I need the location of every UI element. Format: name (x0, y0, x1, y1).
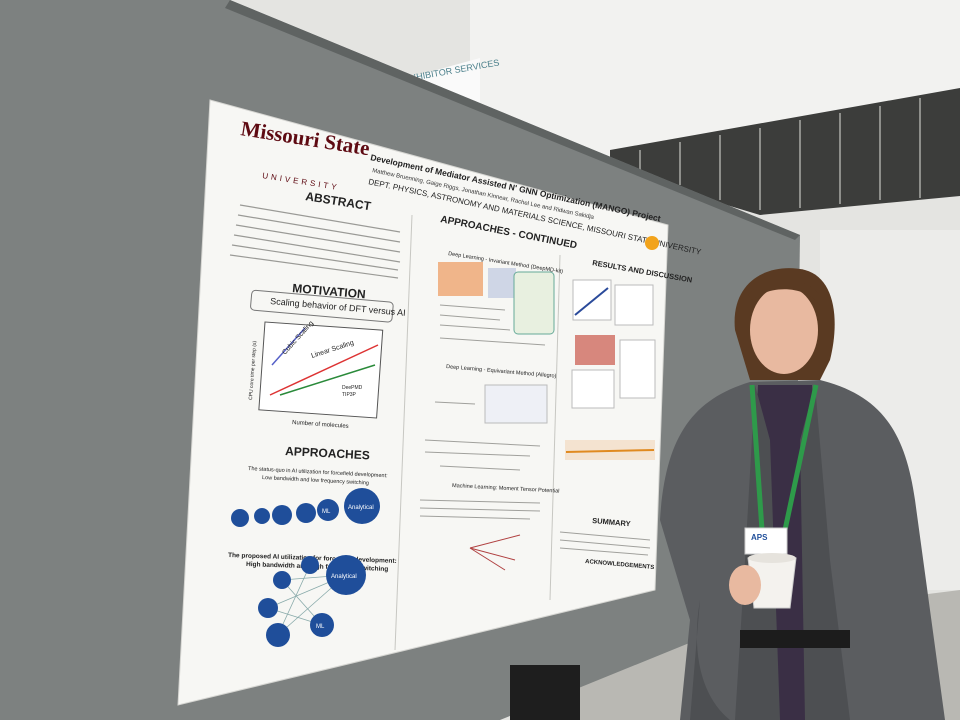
column-divider (394, 214, 413, 651)
figure (513, 271, 555, 335)
arm (690, 600, 730, 720)
cup-lid (748, 553, 796, 563)
node-label: ML (322, 509, 331, 515)
section-heading: SUMMARY (592, 516, 631, 528)
result-plot (619, 339, 656, 399)
partition-frame (225, 0, 800, 240)
proposed-diagram (258, 555, 366, 647)
belt (740, 630, 850, 648)
node-label: Analytical (331, 574, 357, 580)
plot-x-label: Number of molecules (292, 420, 349, 430)
face (750, 286, 818, 374)
result-plot (571, 369, 615, 409)
node-label: Analytical (348, 505, 374, 511)
approach-text: Low bandwidth and low frequency switchin… (262, 475, 369, 487)
summary-text (559, 531, 651, 556)
badge-text: APS (751, 533, 768, 542)
equations (439, 304, 546, 346)
abstract-text (229, 204, 401, 279)
subtitle-box (250, 289, 394, 323)
mtp-figure (469, 534, 521, 571)
result-plot (575, 335, 615, 365)
result-line (565, 449, 655, 453)
plot-line (271, 327, 306, 366)
result-line (574, 287, 609, 316)
plot-legend: TIP3P (342, 392, 357, 398)
vent-slats (639, 98, 921, 210)
node-label: ML (316, 624, 325, 630)
poster (177, 99, 669, 706)
method-heading: Machine Learning: Moment Tensor Potentia… (452, 483, 560, 495)
plot-line (269, 344, 379, 396)
plot-line (279, 364, 376, 396)
figure (484, 384, 548, 424)
section-heading: APPROACHES (285, 444, 370, 462)
status-quo-diagram (231, 488, 380, 527)
equations (419, 499, 541, 520)
lanyard (749, 384, 819, 531)
plot-legend: DeePMD (342, 385, 363, 391)
figure (438, 262, 483, 296)
plot-y-label: CPU core time per step (s) (248, 340, 258, 400)
hand (729, 565, 761, 605)
fringe (748, 280, 820, 305)
result-plot (614, 284, 654, 326)
figure (488, 268, 516, 298)
equations (424, 401, 541, 471)
visitor-legs (510, 665, 580, 720)
mango-icon (645, 236, 659, 250)
section-heading: MOTIVATION (292, 281, 366, 301)
column-divider (549, 254, 561, 601)
air-vent (610, 88, 960, 215)
scaling-plot (258, 321, 384, 419)
